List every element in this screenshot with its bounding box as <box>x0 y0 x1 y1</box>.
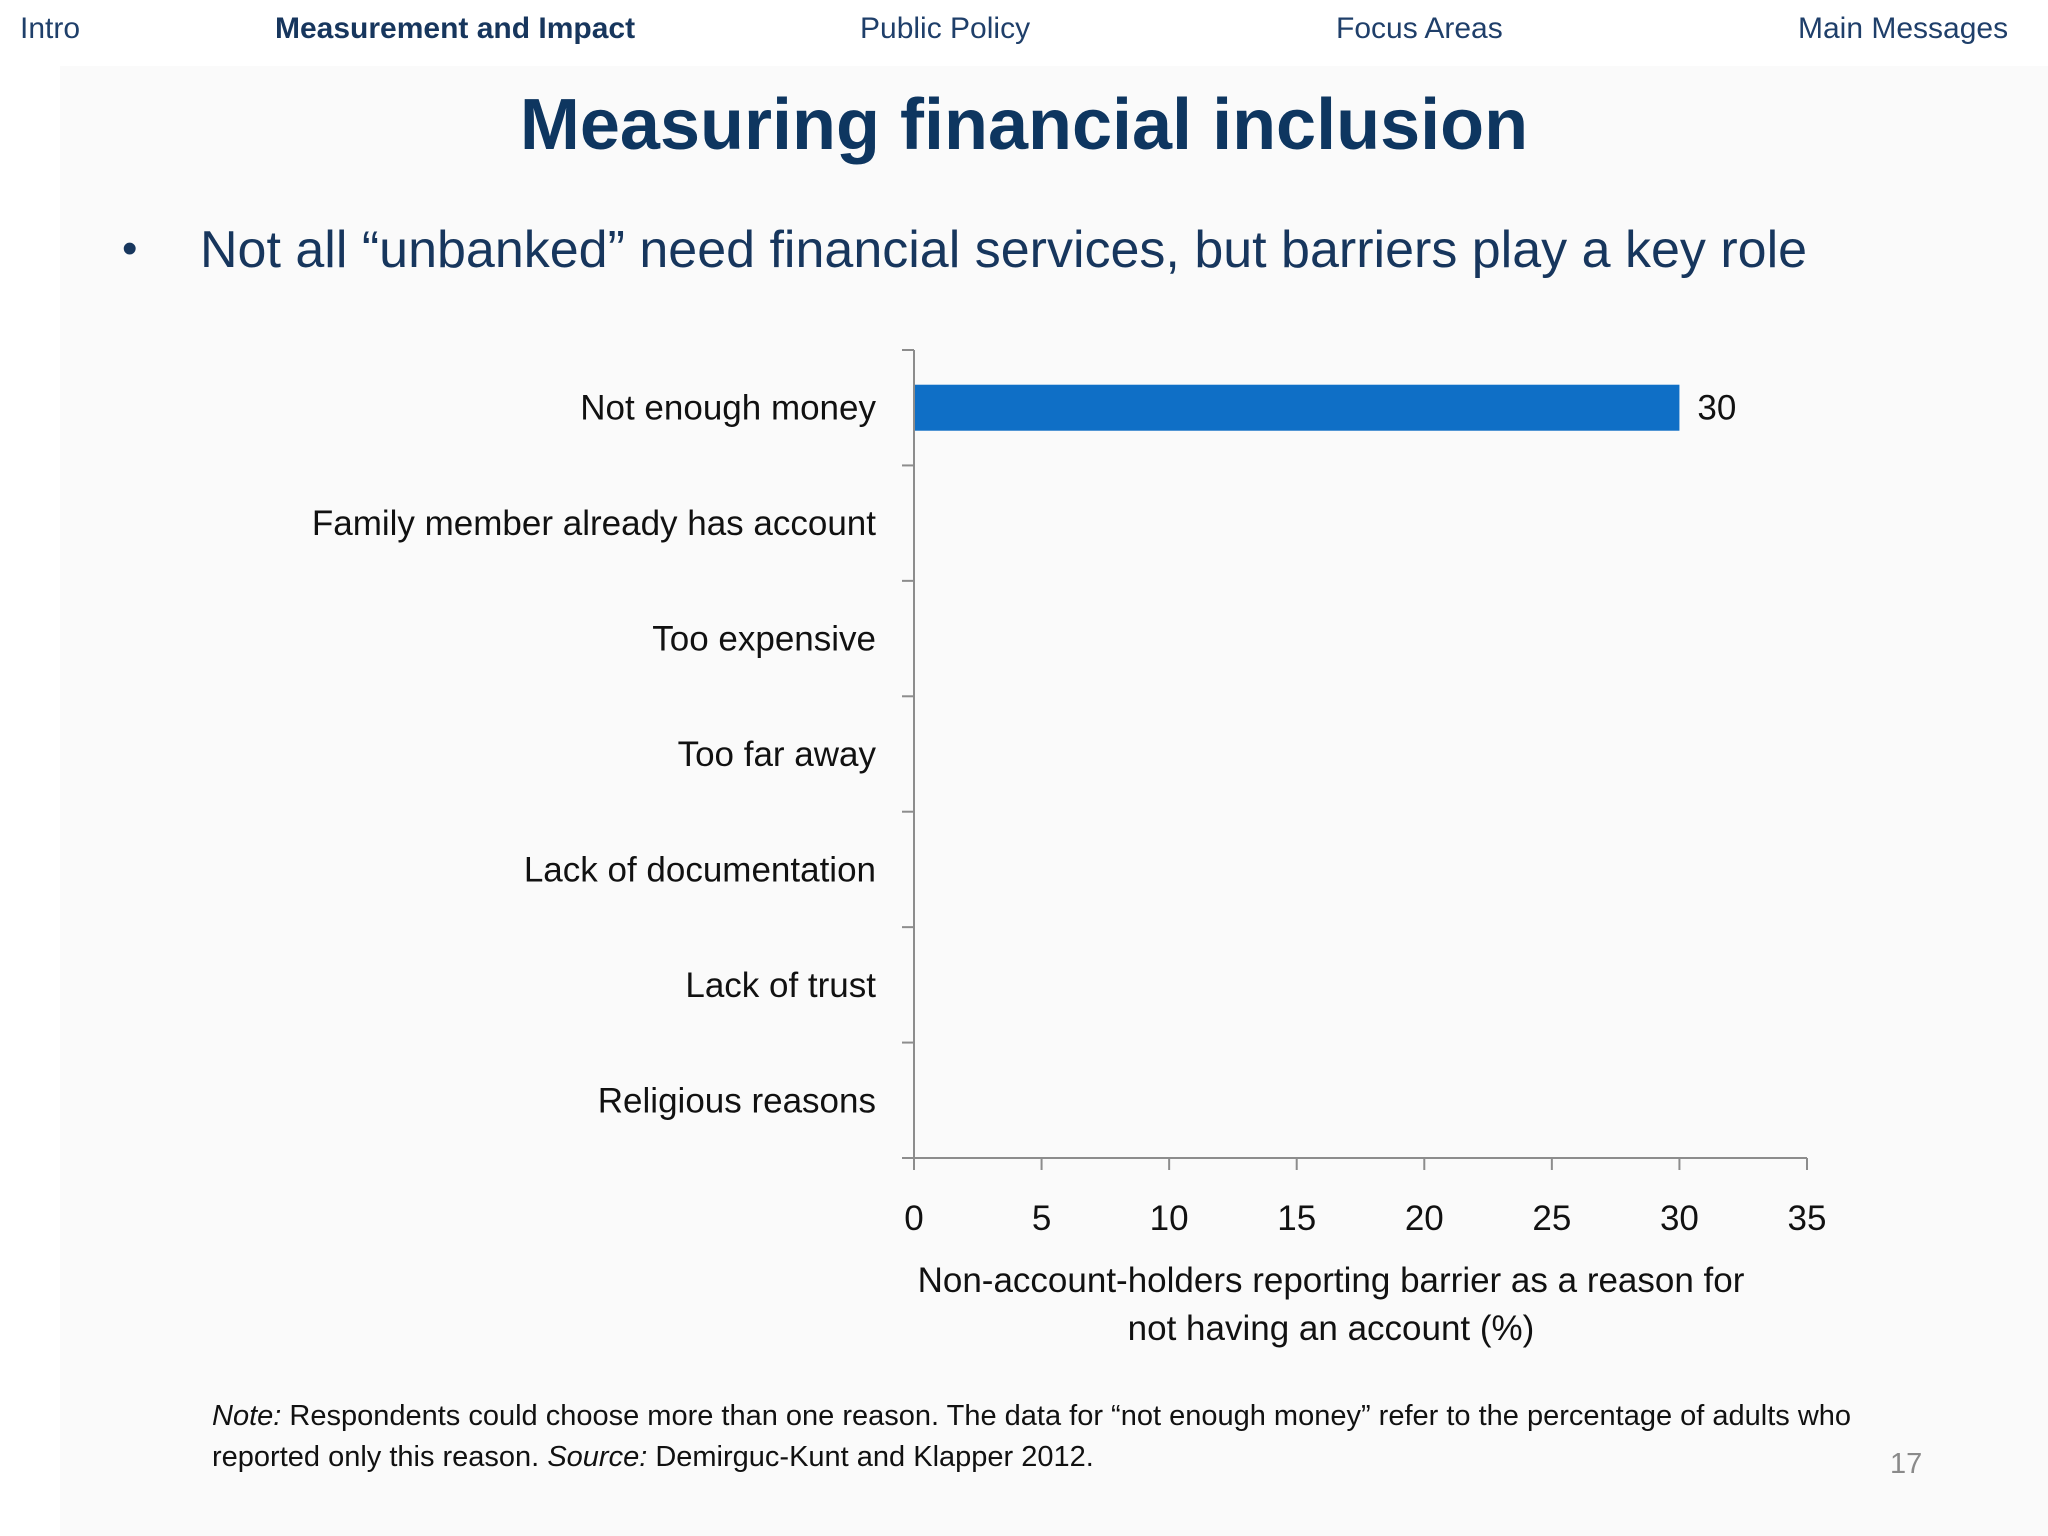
slide-title: Measuring financial inclusion <box>519 85 1529 165</box>
nav-measurement-and-impact[interactable]: Measurement and Impact <box>275 12 636 45</box>
category-label: Family member already has account <box>312 504 876 543</box>
nav-focus-areas[interactable]: Focus Areas <box>1336 12 1503 45</box>
x-axis-title-line: not having an account (%) <box>1128 1309 1535 1348</box>
source-label: Source: <box>547 1441 648 1473</box>
chart-note: Note: Respondents could choose more than… <box>212 1396 1862 1478</box>
category-label: Lack of trust <box>685 966 876 1005</box>
slide-background <box>60 66 2048 1536</box>
data-label: 30 <box>1697 389 1736 428</box>
x-tick-label: 30 <box>1660 1199 1699 1238</box>
note-label: Note: <box>212 1400 282 1432</box>
x-tick-label: 25 <box>1532 1199 1571 1238</box>
top-navigation: Intro Measurement and Impact Public Poli… <box>0 0 2048 66</box>
category-label: Too expensive <box>652 620 876 659</box>
x-tick-label: 0 <box>904 1199 923 1238</box>
x-tick-label: 35 <box>1788 1199 1827 1238</box>
category-label: Lack of documentation <box>524 850 876 889</box>
category-label: Not enough money <box>580 389 876 428</box>
x-tick-label: 10 <box>1150 1199 1189 1238</box>
bullet-text: Not all “unbanked” need financial servic… <box>200 221 1808 279</box>
x-tick-label: 20 <box>1405 1199 1444 1238</box>
category-label: Too far away <box>678 735 877 774</box>
nav-intro[interactable]: Intro <box>20 12 81 45</box>
nav-main-messages[interactable]: Main Messages <box>1798 12 2009 45</box>
nav-public-policy[interactable]: Public Policy <box>860 12 1031 45</box>
note-text: Respondents could choose more than one r… <box>212 1400 1852 1473</box>
bullet-marker: • <box>122 224 138 273</box>
x-tick-label: 5 <box>1032 1199 1051 1238</box>
category-label: Religious reasons <box>598 1081 876 1120</box>
x-tick-label: 15 <box>1277 1199 1316 1238</box>
source-text: Demirguc-Kunt and Klapper 2012. <box>647 1441 1094 1473</box>
bar <box>915 384 1680 431</box>
page-number: 17 <box>1890 1448 1923 1480</box>
x-axis-title-line: Non-account-holders reporting barrier as… <box>918 1261 1745 1300</box>
